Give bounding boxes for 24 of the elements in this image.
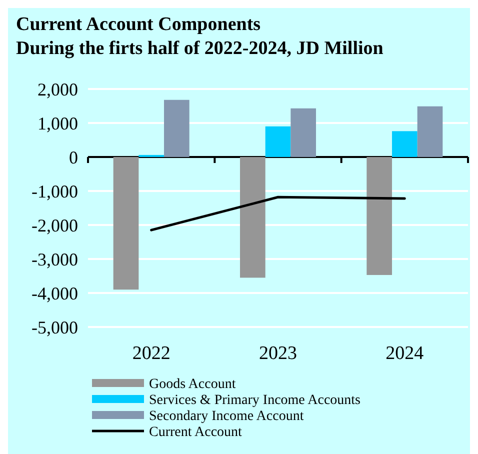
- y-tick-label: 2,000: [38, 79, 78, 100]
- bar: [113, 157, 139, 290]
- bar: [366, 157, 392, 275]
- bar: [265, 126, 291, 157]
- bar: [290, 108, 316, 157]
- legend-label: Services & Primary Income Accounts: [149, 392, 361, 408]
- x-tick-label: 2022: [132, 343, 170, 364]
- y-tick-label: -2,000: [32, 215, 78, 236]
- y-tick-label: -5,000: [32, 317, 78, 338]
- legend-label: Secondary Income Account: [149, 408, 304, 424]
- x-tick-label: 2023: [259, 343, 297, 364]
- legend-label: Current Account: [149, 424, 242, 440]
- bar: [164, 100, 190, 157]
- y-tick-label: -1,000: [32, 181, 78, 202]
- y-tick-label: -4,000: [32, 283, 78, 304]
- legend-label: Goods Account: [149, 376, 236, 392]
- y-tick-label: 1,000: [38, 113, 78, 134]
- x-tick-label: 2024: [386, 343, 424, 364]
- y-tick-label: -3,000: [32, 249, 78, 270]
- chart-title: Current Account Components During the firts half of 2022-2024, JD Million: [16, 14, 384, 59]
- y-tick-label: 0: [69, 147, 78, 168]
- bar: [417, 106, 443, 157]
- bar: [240, 157, 266, 278]
- bar: [392, 131, 418, 157]
